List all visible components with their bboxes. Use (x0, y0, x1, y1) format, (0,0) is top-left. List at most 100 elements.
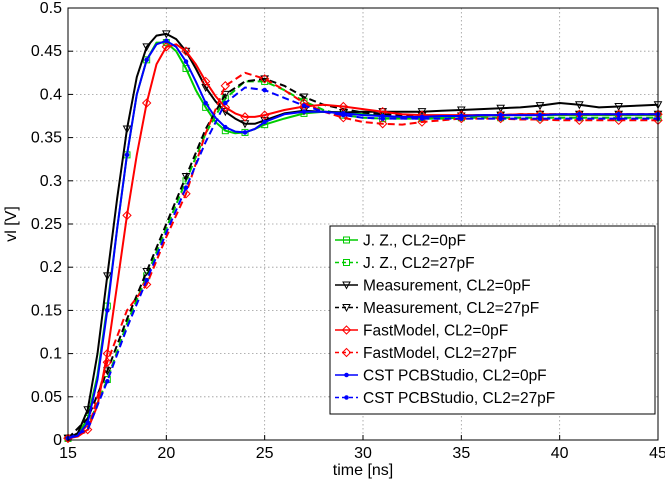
legend-item: J. Z., CL2=27pF (335, 255, 475, 272)
legend-label: Measurement, CL2=0pF (363, 278, 531, 295)
data-point (299, 93, 309, 102)
data-point (577, 111, 582, 117)
data-point (496, 104, 506, 113)
y-tick-label: 0.2 (40, 259, 62, 276)
series-line (67, 86, 658, 440)
data-point (616, 116, 621, 121)
data-point (262, 87, 267, 93)
data-point (201, 83, 211, 93)
data-point (537, 116, 543, 121)
data-point (417, 108, 427, 117)
x-tick-label: 15 (59, 445, 77, 462)
data-point (164, 38, 169, 44)
data-point (105, 378, 110, 384)
series-line (67, 71, 658, 440)
data-point (124, 152, 130, 158)
data-point (456, 106, 466, 115)
data-point (122, 210, 132, 221)
y-tick-label: 0.15 (31, 302, 62, 319)
y-tick-label: 0.4 (40, 86, 62, 103)
axis-ticks: 15 20 25 30 35 40 45 0 0.05 0.1 0.15 0.2 0.25 0.3 0.35… (31, 0, 665, 462)
data-point (141, 98, 152, 108)
y-tick-label: 0.3 (40, 173, 62, 190)
y-tick-label: 0.1 (40, 346, 62, 363)
legend-item: Measurement, CL2=0pF (335, 278, 531, 295)
data-point (144, 277, 149, 283)
legend: J. Z., CL2=0pF J. Z., CL2=27pF Measurement… (329, 225, 656, 415)
x-tick-label: 35 (452, 445, 470, 462)
legend-marker (344, 395, 349, 400)
data-point (495, 113, 506, 124)
legend-label: CST PCBStudio, CL2=27pF (363, 390, 555, 407)
data-point (203, 100, 208, 106)
legend-label: CST PCBStudio, CL2=0pF (363, 368, 547, 385)
x-axis-label: time [ns] (333, 462, 393, 479)
legend-marker (341, 325, 352, 335)
data-point (161, 42, 172, 52)
data-point (141, 279, 152, 290)
x-tick-label: 30 (354, 445, 372, 462)
data-point (223, 124, 228, 130)
data-point (456, 113, 467, 124)
data-point (82, 424, 93, 435)
data-point (200, 76, 211, 87)
legend-item: FastModel, CL2=27pF (335, 345, 517, 362)
legend-label: FastModel, CL2=0pF (363, 323, 508, 340)
legend-label: Measurement, CL2=27pF (363, 300, 539, 317)
data-point (419, 116, 425, 121)
data-point (181, 46, 191, 56)
y-axis-label: vl [V] (3, 206, 20, 242)
data-point (220, 102, 231, 113)
legend-label: J. Z., CL2=27pF (363, 255, 475, 272)
data-point (220, 108, 230, 117)
data-point (220, 81, 231, 91)
data-point (183, 185, 189, 191)
data-point (259, 110, 270, 120)
data-point (259, 74, 270, 84)
data-point (377, 119, 388, 129)
data-point (577, 116, 582, 121)
data-point (181, 47, 191, 56)
legend-marker (342, 304, 351, 313)
data-point (223, 100, 228, 106)
data-point (102, 357, 113, 367)
data-point (498, 116, 503, 121)
data-point (102, 272, 112, 281)
data-point (105, 308, 110, 313)
data-point (459, 116, 464, 121)
y-tick-label: 0.45 (31, 43, 62, 60)
x-tick-label: 25 (256, 445, 274, 462)
x-tick-label: 45 (649, 445, 665, 462)
legend-item: FastModel, CL2=0pF (335, 323, 508, 340)
legend-marker (342, 281, 351, 290)
data-point (161, 30, 171, 39)
data-point (301, 109, 307, 114)
data-point (301, 103, 307, 108)
y-tick-label: 0.25 (31, 216, 62, 233)
legend-item: J. Z., CL2=0pF (335, 233, 466, 250)
data-point (380, 116, 385, 121)
legend-label: J. Z., CL2=0pF (363, 233, 466, 250)
data-point (220, 90, 230, 99)
data-point (574, 101, 584, 110)
data-point (616, 111, 621, 117)
data-point (535, 102, 545, 111)
data-point (242, 130, 248, 135)
data-point (142, 43, 152, 52)
series-layer (63, 30, 663, 443)
data-point (341, 112, 346, 118)
y-tick-label: 0 (53, 432, 62, 449)
series-line (67, 77, 658, 440)
y-tick-label: 0.35 (31, 130, 62, 147)
data-point (142, 268, 152, 277)
legend-item: CST PCBStudio, CL2=27pF (335, 390, 555, 407)
x-tick-label: 20 (157, 445, 175, 462)
data-point (183, 59, 189, 64)
legend-label: FastModel, CL2=27pF (363, 345, 517, 362)
data-point (240, 112, 250, 122)
legend-marker (343, 236, 350, 244)
legend-box (329, 225, 656, 415)
legend-marker (344, 372, 349, 378)
data-point (262, 119, 267, 125)
